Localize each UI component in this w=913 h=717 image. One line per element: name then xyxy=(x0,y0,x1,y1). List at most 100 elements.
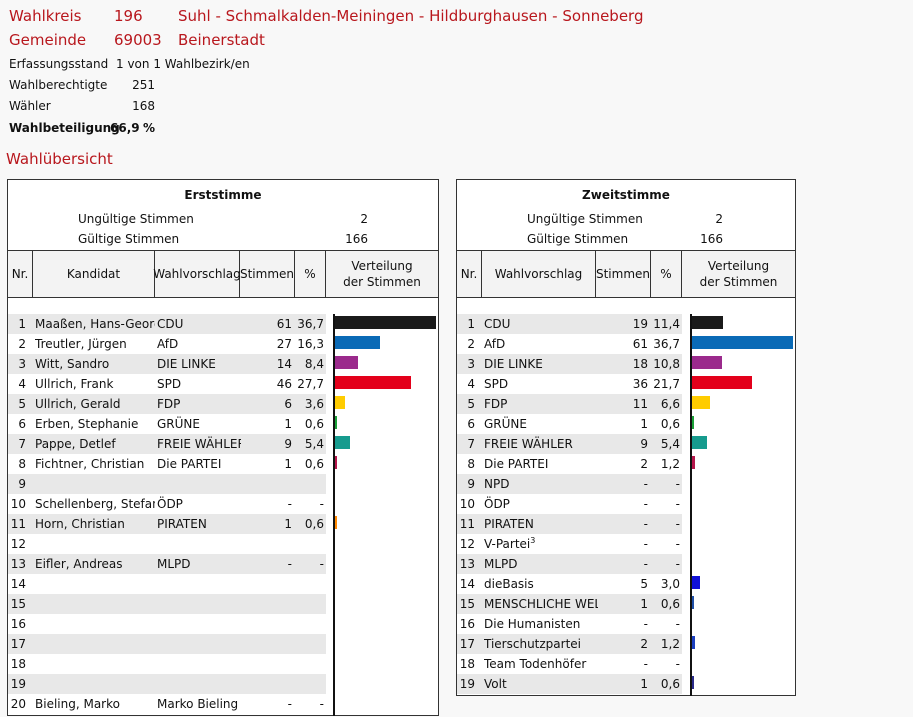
row-wahlvorschlag: SPD xyxy=(484,374,598,394)
table-row: 2 Treutler, Jürgen AfD 27 16,3 xyxy=(8,334,438,354)
column-header-wahlvorschlag: Wahlvorschlag xyxy=(482,251,596,297)
table-row: 9 NPD - - xyxy=(457,474,795,494)
row-pct: 0,6 xyxy=(660,417,680,431)
row-pct: 36,7 xyxy=(653,337,680,351)
row-stimmen xyxy=(240,614,292,634)
row-wahlvorschlag: CDU xyxy=(484,314,598,334)
row-pct: 3,6 xyxy=(304,397,324,411)
row-pct: 36,7 xyxy=(297,317,324,331)
row-wahlvorschlag: GRÜNE xyxy=(157,417,200,431)
column-header-stimmen: Stimmen xyxy=(596,251,651,297)
row-kandidat: Maaßen, Hans-Georg xyxy=(35,317,155,331)
row-stimmen: 9 xyxy=(640,437,648,451)
row-stimmen: 46 xyxy=(276,377,292,391)
row-pct: 27,7 xyxy=(297,377,324,391)
row-stimmen: 11 xyxy=(632,397,648,411)
row-background xyxy=(457,634,682,654)
row-pct: - xyxy=(675,657,680,671)
wahlbeteiligung-value: 66,9 xyxy=(110,121,140,135)
row-wahlvorschlag: dieBasis xyxy=(484,574,598,594)
row-wahlvorschlag: FDP xyxy=(484,394,598,414)
row-pct: 11,4 xyxy=(653,317,680,331)
row-wahlvorschlag: Team Todenhöfer xyxy=(484,654,598,674)
row-wahlvorschlag: ÖDP xyxy=(157,497,183,511)
row-stimmen: 1 xyxy=(640,677,648,691)
header-divider-bottom xyxy=(457,297,795,298)
table-row: 8 Die PARTEI 2 1,2 xyxy=(457,454,795,474)
row-wahlvorschlag xyxy=(157,594,241,614)
row-wahlvorschlag-name: MENSCHLICHE WELT xyxy=(484,597,598,611)
row-nr: 6 xyxy=(18,417,26,431)
row-nr: 18 xyxy=(10,657,26,671)
row-stimmen: - xyxy=(643,497,648,511)
row-background xyxy=(457,554,682,574)
vote-bar xyxy=(692,436,707,449)
row-stimmen xyxy=(240,534,292,554)
table-row: 4 SPD 36 21,7 xyxy=(457,374,795,394)
row-nr: 11 xyxy=(459,517,475,531)
row-nr: 11 xyxy=(10,517,26,531)
row-background xyxy=(8,514,326,534)
vote-bar xyxy=(692,596,694,609)
vote-bar xyxy=(692,396,710,409)
zweitstimme-panel: Zweitstimme Ungültige Stimmen 2 Gültige … xyxy=(456,179,796,696)
vote-bar xyxy=(692,376,752,389)
row-kandidat: Eifler, Andreas xyxy=(35,557,123,571)
table-row: 9 xyxy=(8,474,438,494)
row-wahlvorschlag: FREIE WÄHLER xyxy=(484,434,598,454)
row-kandidat xyxy=(35,654,155,674)
row-nr: 17 xyxy=(10,637,26,651)
vote-bar xyxy=(335,316,436,329)
table-row: 4 Ullrich, Frank SPD 46 27,7 xyxy=(8,374,438,394)
row-nr: 8 xyxy=(18,457,26,471)
row-kandidat xyxy=(35,614,155,634)
row-pct: 5,4 xyxy=(304,437,324,451)
column-header-stimmen: Stimmen xyxy=(240,251,295,297)
table-row: 5 Ullrich, Gerald FDP 6 3,6 xyxy=(8,394,438,414)
row-wahlvorschlag: DIE LINKE xyxy=(484,354,598,374)
row-wahlvorschlag xyxy=(157,614,241,634)
row-wahlvorschlag xyxy=(157,534,241,554)
row-pct xyxy=(295,674,324,694)
column-header-verteilung-line1: Verteilung xyxy=(707,259,770,273)
row-background xyxy=(8,594,326,614)
row-stimmen xyxy=(240,594,292,614)
row-pct xyxy=(295,654,324,674)
row-nr: 1 xyxy=(467,317,475,331)
row-pct: - xyxy=(675,557,680,571)
row-wahlvorschlag-name: dieBasis xyxy=(484,577,534,591)
row-stimmen: 9 xyxy=(284,437,292,451)
table-row: 16 Die Humanisten - - xyxy=(457,614,795,634)
row-wahlvorschlag-name: Die Humanisten xyxy=(484,617,581,631)
row-stimmen: 36 xyxy=(632,377,648,391)
row-stimmen: - xyxy=(287,497,292,511)
row-pct: - xyxy=(675,537,680,551)
erfassungsstand-value: 1 von 1 Wahlbezirk/en xyxy=(116,57,250,71)
row-background xyxy=(457,314,682,334)
table-row: 10 Schellenberg, Stefan ÖDP - - xyxy=(8,494,438,514)
table-row: 19 Volt 1 0,6 xyxy=(457,674,795,694)
row-stimmen: 2 xyxy=(640,457,648,471)
row-pct: 10,8 xyxy=(653,357,680,371)
row-stimmen: 61 xyxy=(632,337,648,351)
vote-bar xyxy=(692,316,723,329)
wahlkreis-name: Suhl - Schmalkalden-Meiningen - Hildburg… xyxy=(178,7,644,25)
row-wahlvorschlag-name: GRÜNE xyxy=(484,417,527,431)
row-wahlvorschlag: Die Humanisten xyxy=(484,614,598,634)
row-background xyxy=(457,514,682,534)
row-pct xyxy=(295,614,324,634)
gemeinde-number: 69003 xyxy=(114,31,162,49)
row-stimmen: 1 xyxy=(640,597,648,611)
row-pct: 1,2 xyxy=(660,457,680,471)
zweitstimme-gueltige-label: Gültige Stimmen xyxy=(527,232,629,246)
row-pct: - xyxy=(675,497,680,511)
row-pct: 5,4 xyxy=(660,437,680,451)
row-wahlvorschlag xyxy=(157,634,241,654)
zweitstimme-ungueltige-label: Ungültige Stimmen xyxy=(527,212,643,226)
row-wahlvorschlag: DIE LINKE xyxy=(157,357,216,371)
row-pct: 0,6 xyxy=(304,417,324,431)
table-row: 13 MLPD - - xyxy=(457,554,795,574)
row-background xyxy=(457,594,682,614)
vote-bar xyxy=(335,416,337,429)
row-stimmen: 27 xyxy=(276,337,292,351)
